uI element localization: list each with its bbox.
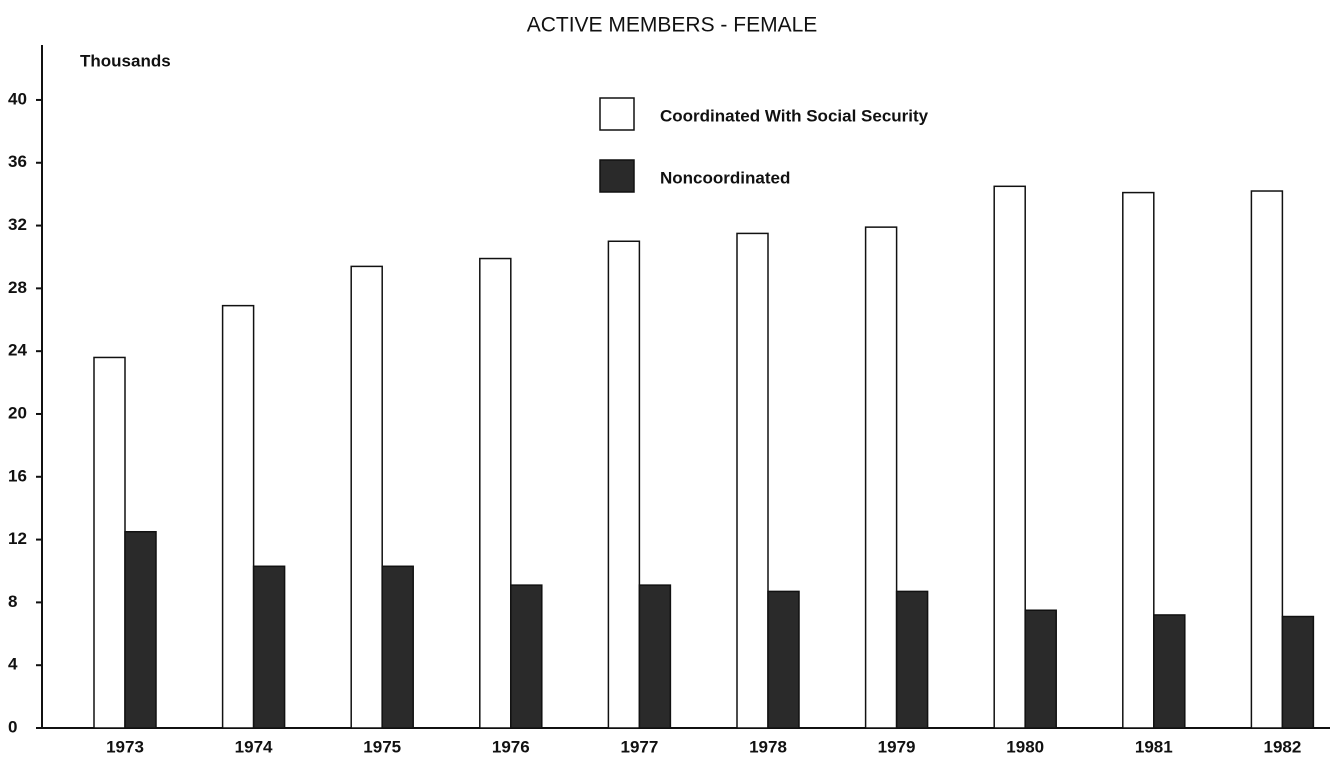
chart-title: ACTIVE MEMBERS - FEMALE (527, 14, 818, 37)
bar (895, 590, 929, 729)
y-tick-label: 4 (8, 655, 18, 674)
y-tick-label: 24 (8, 341, 27, 360)
x-tick-label: 1978 (749, 737, 787, 756)
bar (607, 240, 641, 729)
bar (638, 584, 672, 729)
bar (381, 565, 414, 729)
x-tick-label: 1974 (235, 737, 273, 756)
bar (510, 584, 543, 729)
bar (479, 257, 512, 729)
y-tick-label: 20 (8, 403, 27, 422)
bar (767, 590, 800, 729)
legend-swatch (599, 159, 635, 193)
bar (993, 185, 1026, 729)
bar (221, 304, 255, 729)
y-axis-label: Thousands (80, 51, 171, 70)
x-tick-label: 1980 (1006, 737, 1044, 756)
y-tick-label: 12 (8, 529, 27, 548)
y-tick-label: 28 (8, 278, 27, 297)
bar (1153, 614, 1186, 729)
y-tick-label: 0 (8, 717, 17, 736)
legend-swatch (599, 97, 635, 131)
x-tick-label: 1979 (878, 737, 916, 756)
bar (1250, 190, 1284, 729)
x-tick-label: 1981 (1135, 737, 1173, 756)
x-tick-label: 1982 (1263, 737, 1301, 756)
bar (93, 356, 126, 729)
legend-label: Noncoordinated (660, 168, 790, 187)
bar (1122, 191, 1155, 729)
x-tick-label: 1973 (106, 737, 144, 756)
bar (1281, 615, 1315, 729)
y-tick-label: 40 (8, 89, 27, 108)
y-tick-label: 16 (8, 466, 27, 485)
y-tick-label: 8 (8, 592, 17, 611)
x-tick-label: 1977 (620, 737, 658, 756)
y-tick-label: 36 (8, 152, 27, 171)
bar (252, 565, 286, 729)
y-tick-label: 32 (8, 215, 27, 234)
x-tick-label: 1975 (363, 737, 401, 756)
bar (124, 530, 157, 729)
bar (350, 265, 383, 729)
legend-label: Coordinated With Social Security (660, 106, 929, 125)
bar (864, 226, 898, 729)
bar (736, 232, 769, 729)
bar (1024, 609, 1057, 729)
x-tick-label: 1976 (492, 737, 530, 756)
